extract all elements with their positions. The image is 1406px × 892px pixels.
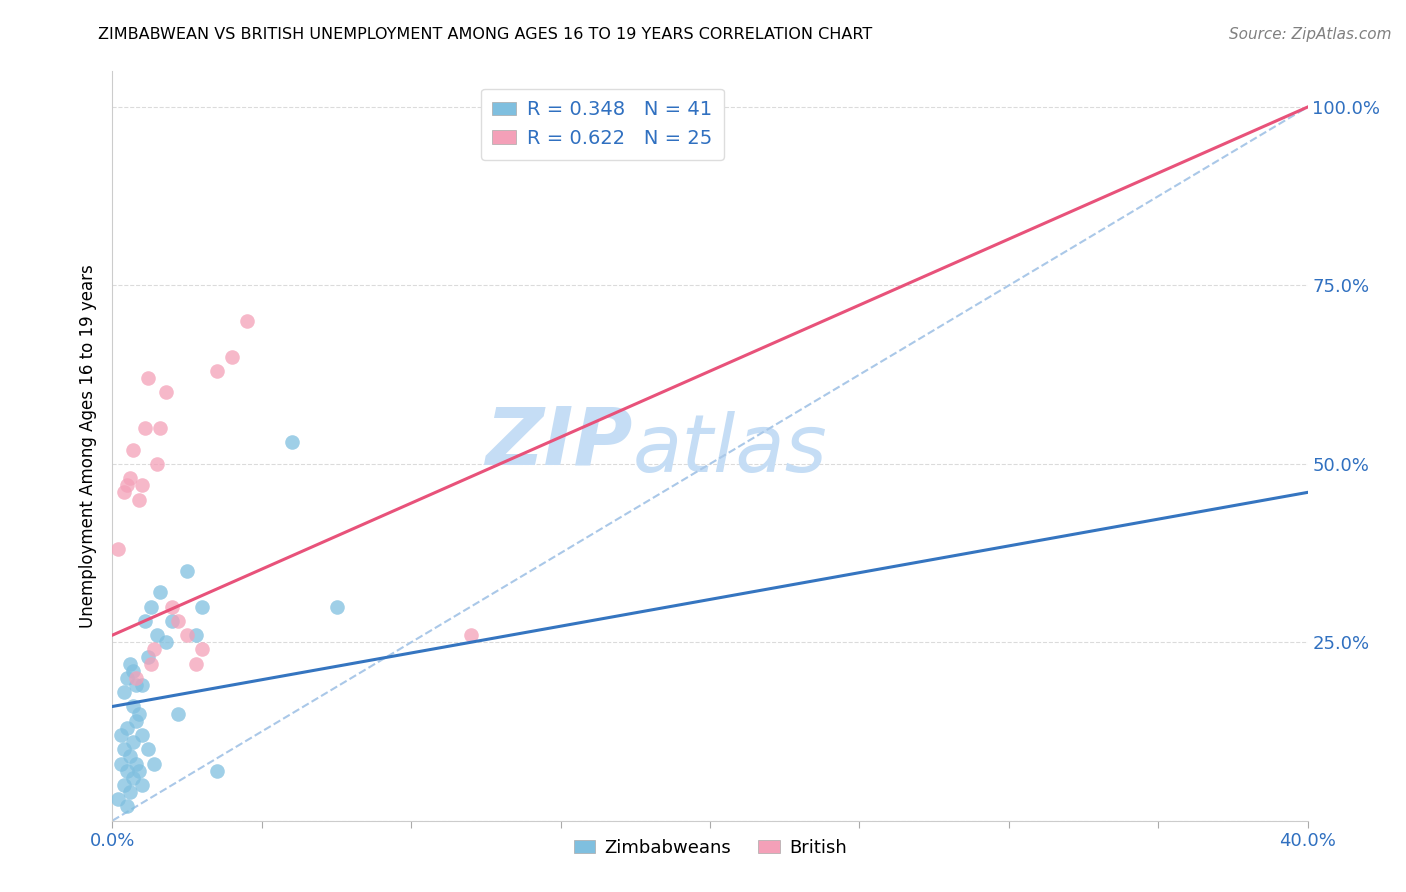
Text: Source: ZipAtlas.com: Source: ZipAtlas.com	[1229, 27, 1392, 42]
Point	[191, 599, 214, 614]
Point	[110, 728, 132, 742]
Point	[176, 564, 198, 578]
Point	[122, 664, 145, 678]
Point	[134, 614, 156, 628]
Point	[120, 785, 142, 799]
Point	[155, 385, 177, 400]
Point	[125, 756, 148, 771]
Point	[191, 642, 214, 657]
Point	[186, 657, 208, 671]
Point	[155, 635, 177, 649]
Y-axis label: Unemployment Among Ages 16 to 19 years: Unemployment Among Ages 16 to 19 years	[79, 264, 97, 628]
Point	[110, 756, 132, 771]
Point	[141, 657, 163, 671]
Point	[167, 614, 190, 628]
Point	[143, 642, 166, 657]
Point	[125, 671, 148, 685]
Point	[107, 542, 129, 557]
Point	[120, 471, 142, 485]
Point	[117, 721, 139, 735]
Text: ZIMBABWEAN VS BRITISH UNEMPLOYMENT AMONG AGES 16 TO 19 YEARS CORRELATION CHART: ZIMBABWEAN VS BRITISH UNEMPLOYMENT AMONG…	[98, 27, 873, 42]
Point	[325, 599, 347, 614]
Point	[131, 678, 153, 692]
Point	[134, 421, 156, 435]
Point	[120, 657, 142, 671]
Point	[128, 706, 150, 721]
Point	[460, 628, 482, 642]
Text: ZIP: ZIP	[485, 403, 633, 482]
Point	[122, 771, 145, 785]
Point	[149, 585, 172, 599]
Point	[143, 756, 166, 771]
Point	[117, 764, 139, 778]
Point	[114, 685, 135, 699]
Point	[117, 799, 139, 814]
Point	[149, 421, 172, 435]
Point	[128, 492, 150, 507]
Point	[162, 614, 183, 628]
Point	[162, 599, 183, 614]
Point	[122, 442, 145, 457]
Point	[131, 728, 153, 742]
Text: atlas: atlas	[633, 410, 827, 489]
Point	[117, 671, 139, 685]
Point	[125, 678, 148, 692]
Point	[131, 478, 153, 492]
Legend: Zimbabweans, British: Zimbabweans, British	[567, 831, 853, 864]
Point	[221, 350, 243, 364]
Point	[146, 628, 169, 642]
Point	[128, 764, 150, 778]
Point	[609, 100, 631, 114]
Point	[141, 599, 163, 614]
Point	[281, 435, 304, 450]
Point	[125, 714, 148, 728]
Point	[167, 706, 190, 721]
Point	[205, 364, 228, 378]
Point	[236, 314, 259, 328]
Point	[107, 792, 129, 806]
Point	[176, 628, 198, 642]
Point	[138, 649, 160, 664]
Point	[205, 764, 228, 778]
Point	[114, 778, 135, 792]
Point	[186, 628, 208, 642]
Point	[122, 699, 145, 714]
Point	[117, 478, 139, 492]
Point	[131, 778, 153, 792]
Point	[138, 742, 160, 756]
Point	[122, 735, 145, 749]
Point	[114, 485, 135, 500]
Point	[114, 742, 135, 756]
Point	[120, 749, 142, 764]
Point	[138, 371, 160, 385]
Point	[146, 457, 169, 471]
